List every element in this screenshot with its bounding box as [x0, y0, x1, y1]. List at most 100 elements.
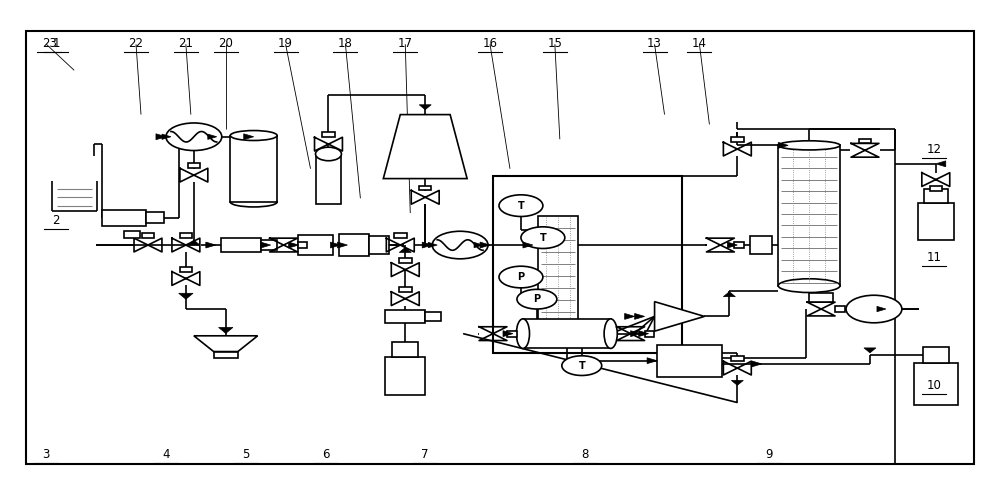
- Polygon shape: [778, 143, 788, 148]
- Polygon shape: [936, 161, 946, 167]
- Bar: [750, 236, 772, 254]
- Bar: [778, 146, 840, 286]
- Bar: [731, 356, 744, 361]
- Bar: [298, 242, 307, 248]
- Bar: [538, 215, 578, 324]
- Polygon shape: [727, 242, 737, 248]
- Bar: [214, 351, 238, 358]
- Polygon shape: [194, 336, 258, 351]
- Polygon shape: [330, 242, 340, 248]
- Bar: [734, 242, 744, 248]
- Polygon shape: [655, 301, 704, 331]
- Bar: [425, 311, 441, 321]
- Polygon shape: [261, 242, 271, 248]
- Bar: [731, 137, 744, 142]
- Polygon shape: [383, 115, 467, 179]
- Polygon shape: [188, 240, 200, 245]
- Text: 16: 16: [483, 37, 498, 50]
- Bar: [146, 212, 164, 223]
- Text: 7: 7: [421, 448, 429, 461]
- Text: 3: 3: [43, 448, 50, 461]
- Circle shape: [499, 266, 543, 288]
- Text: T: T: [518, 200, 524, 211]
- Ellipse shape: [230, 131, 277, 141]
- Text: 11: 11: [926, 251, 941, 264]
- Text: 5: 5: [242, 448, 249, 461]
- Text: 17: 17: [398, 37, 413, 50]
- Circle shape: [517, 290, 557, 309]
- Polygon shape: [752, 361, 762, 367]
- Polygon shape: [208, 134, 217, 140]
- Bar: [507, 331, 517, 337]
- Bar: [392, 342, 418, 357]
- Circle shape: [432, 231, 488, 259]
- Bar: [657, 345, 722, 377]
- Bar: [419, 186, 431, 191]
- Polygon shape: [289, 242, 299, 248]
- Polygon shape: [877, 306, 886, 312]
- Circle shape: [846, 295, 902, 323]
- Text: 13: 13: [647, 37, 662, 50]
- Polygon shape: [635, 313, 645, 319]
- Circle shape: [166, 123, 222, 150]
- Polygon shape: [639, 331, 649, 337]
- Bar: [918, 203, 954, 240]
- Bar: [316, 154, 341, 204]
- Polygon shape: [244, 134, 254, 140]
- Bar: [124, 231, 140, 238]
- Bar: [523, 319, 611, 348]
- Bar: [923, 347, 949, 363]
- Bar: [142, 233, 154, 238]
- Bar: [385, 357, 425, 395]
- Ellipse shape: [230, 197, 277, 207]
- Polygon shape: [399, 248, 411, 252]
- Bar: [102, 210, 146, 226]
- Polygon shape: [647, 358, 657, 364]
- Text: 4: 4: [162, 448, 170, 461]
- Polygon shape: [474, 243, 483, 248]
- Text: 2: 2: [52, 214, 60, 227]
- Ellipse shape: [778, 279, 840, 293]
- Text: 9: 9: [766, 448, 773, 461]
- Polygon shape: [337, 242, 347, 248]
- Polygon shape: [480, 242, 490, 248]
- Text: T: T: [540, 233, 546, 243]
- Bar: [924, 190, 948, 203]
- Text: 15: 15: [547, 37, 562, 50]
- Polygon shape: [156, 134, 166, 140]
- Text: 23: 23: [42, 37, 57, 50]
- Bar: [188, 163, 200, 168]
- Polygon shape: [206, 242, 216, 248]
- Polygon shape: [428, 243, 437, 248]
- Polygon shape: [219, 327, 233, 333]
- Bar: [835, 306, 845, 312]
- Ellipse shape: [316, 147, 341, 161]
- Polygon shape: [731, 380, 743, 385]
- Text: T: T: [578, 361, 585, 371]
- Polygon shape: [625, 313, 635, 319]
- Text: 1: 1: [52, 37, 60, 50]
- Polygon shape: [723, 292, 735, 297]
- Circle shape: [562, 356, 602, 376]
- Bar: [399, 287, 412, 292]
- Polygon shape: [422, 242, 432, 248]
- Bar: [645, 331, 654, 337]
- Polygon shape: [162, 134, 171, 140]
- Bar: [230, 136, 277, 202]
- Bar: [26, 31, 974, 464]
- Text: P: P: [533, 294, 540, 304]
- Text: 20: 20: [218, 37, 233, 50]
- Bar: [809, 293, 833, 302]
- Polygon shape: [631, 331, 641, 337]
- Circle shape: [521, 227, 565, 248]
- Bar: [298, 235, 333, 255]
- Bar: [399, 258, 412, 263]
- Text: P: P: [517, 272, 525, 282]
- Polygon shape: [179, 293, 193, 299]
- Bar: [493, 176, 682, 353]
- Polygon shape: [523, 242, 533, 248]
- Ellipse shape: [516, 319, 530, 348]
- Bar: [394, 233, 407, 238]
- Ellipse shape: [778, 141, 840, 150]
- Ellipse shape: [604, 319, 617, 348]
